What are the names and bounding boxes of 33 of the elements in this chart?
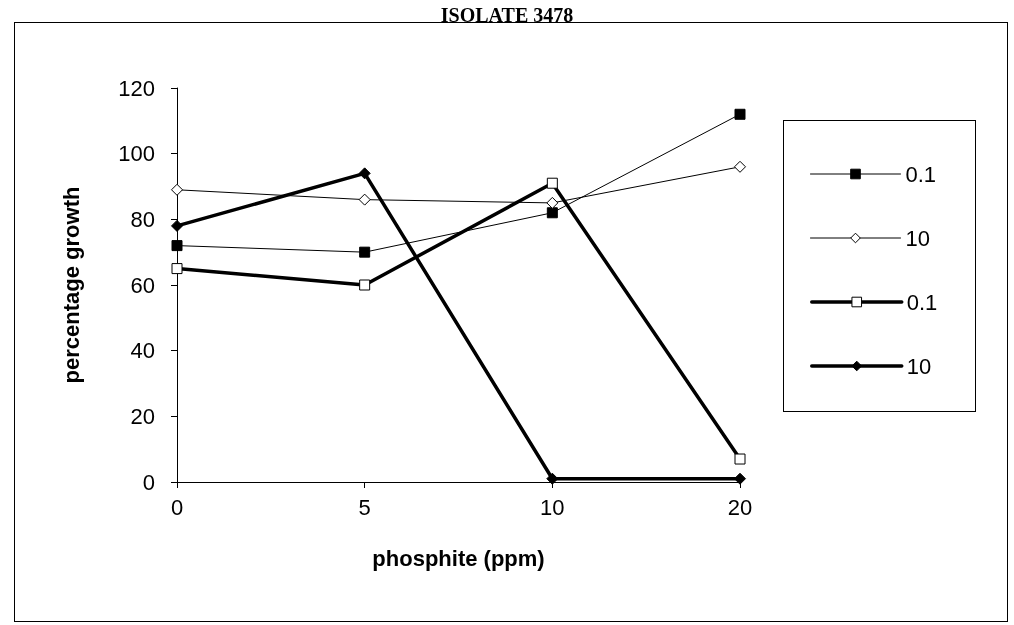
point [546, 207, 558, 219]
point [734, 108, 746, 120]
y-tick-label: 60 [130, 272, 155, 298]
point [358, 193, 371, 206]
point [171, 240, 183, 252]
y-tick-label: 40 [130, 338, 155, 364]
legend-label: 10 [905, 225, 930, 251]
point [546, 196, 559, 209]
legend-label: 0.1 [905, 161, 937, 187]
point [171, 183, 183, 196]
x-axis-title: phosphite (ppm) [372, 545, 545, 571]
point [358, 167, 371, 180]
point [546, 177, 558, 189]
legend-label: 0.1 [906, 289, 938, 315]
point [734, 453, 746, 465]
y-tick-label: 20 [130, 403, 155, 429]
y-tick-label: 80 [130, 206, 155, 232]
y-axis-title: percentage growth [58, 186, 84, 384]
point [734, 160, 746, 173]
point [734, 472, 746, 485]
x-tick-label: 20 [727, 494, 753, 520]
point [171, 263, 183, 275]
chart-title: ISOLATE 3478 [440, 4, 574, 26]
y-tick-label: 120 [118, 75, 155, 101]
point [359, 246, 371, 258]
point [359, 279, 371, 291]
legend-label: 10 [906, 353, 932, 379]
y-tick-label: 0 [142, 469, 155, 495]
x-tick-label: 5 [358, 494, 371, 520]
x-tick-label: 0 [170, 494, 184, 520]
point [171, 219, 183, 232]
x-tick-label: 10 [540, 494, 565, 520]
y-tick-label: 100 [118, 141, 155, 167]
